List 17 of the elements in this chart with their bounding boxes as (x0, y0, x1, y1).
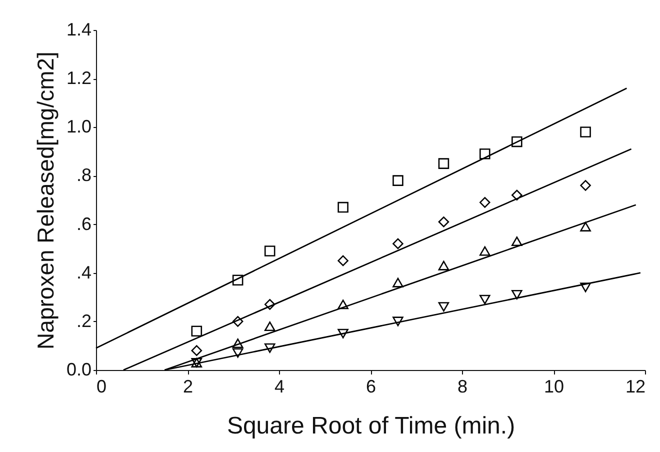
x-tick-label: 4 (274, 376, 285, 396)
x-tick-label: 0 (96, 376, 107, 396)
x-tick-label: 8 (457, 376, 468, 396)
y-tick-label: .4 (76, 262, 92, 282)
y-tick-label: 0.0 (66, 360, 92, 380)
x-tick-label: 2 (182, 376, 194, 396)
y-tick-label: .6 (76, 214, 92, 234)
x-tick-label: 12 (625, 376, 646, 396)
y-tick-label: 1.4 (66, 20, 92, 40)
y-tick-label: .2 (76, 310, 92, 331)
x-tick-label: 6 (366, 376, 376, 396)
x-tick-label: 10 (544, 376, 564, 396)
x-axis-title: Square Root of Time (min.) (226, 412, 516, 440)
y-axis-title: Naproxen Released[mg/cm2] (32, 52, 58, 350)
y-tick-label: 1.2 (66, 68, 92, 88)
y-tick-label: .8 (76, 165, 92, 186)
y-tick-label: 1.0 (66, 116, 92, 137)
